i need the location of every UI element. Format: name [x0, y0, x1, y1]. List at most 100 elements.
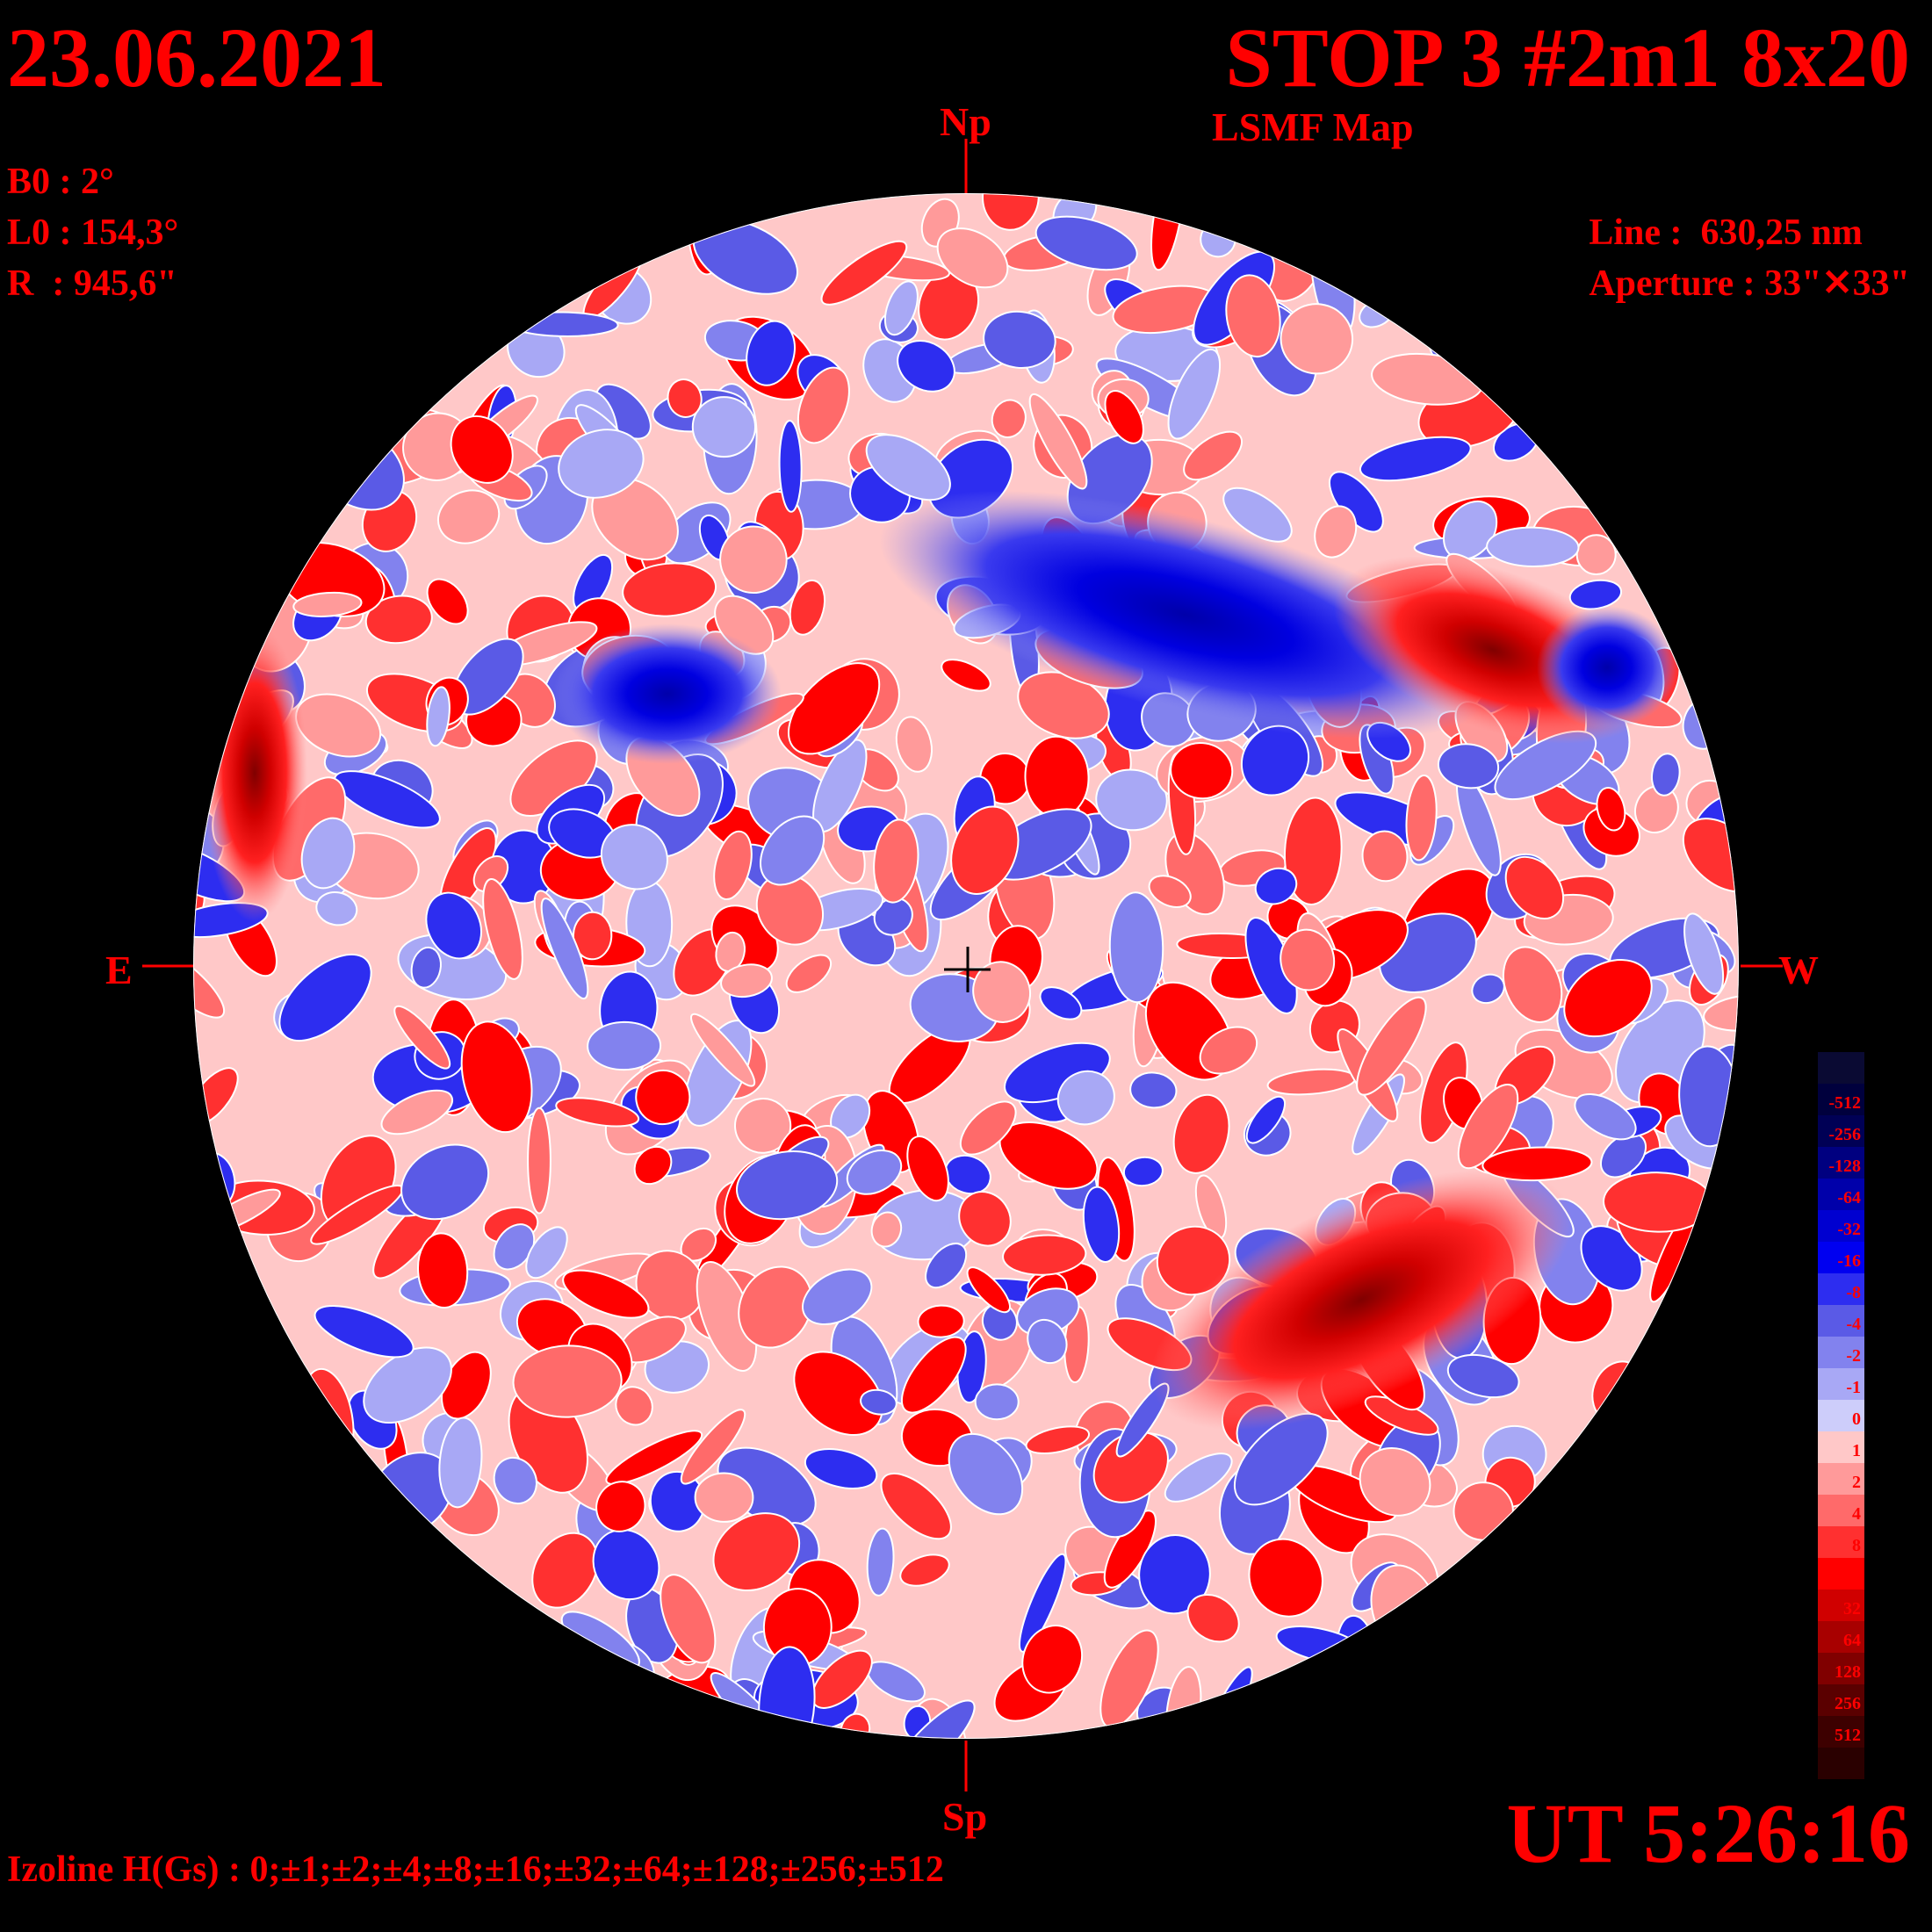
positive-field-patch — [1148, 875, 1192, 908]
positive-field-patch — [1575, 534, 1617, 575]
solar-parameters: B0 : 2° L0 : 154,3° R : 945,6" — [7, 156, 178, 309]
positive-field-patch — [906, 1135, 949, 1202]
positive-field-patch — [1603, 1171, 1714, 1233]
negative-field-patch — [1122, 1156, 1164, 1187]
b0-parameter: B0 : 2° — [7, 162, 114, 202]
colorbar-tick-label: 16 — [1843, 1568, 1861, 1587]
negative-field-patch — [587, 1020, 662, 1071]
ut-time-label: UT 5:26:16 — [1506, 1786, 1910, 1880]
negative-field-patch — [1245, 1095, 1287, 1144]
positive-field-patch — [873, 818, 919, 904]
negative-field-patch — [493, 1456, 537, 1505]
colorbar-swatch: 0 — [1818, 1400, 1864, 1431]
positive-field-patch — [950, 805, 1020, 895]
positive-field-patch — [193, 946, 226, 1019]
positive-field-patch — [393, 1005, 451, 1070]
negative-field-patch — [400, 1143, 490, 1221]
positive-field-patch — [615, 1386, 653, 1426]
negative-polarity-region — [1537, 606, 1677, 729]
negative-field-patch — [1138, 1534, 1211, 1615]
positive-field-patch — [690, 1013, 756, 1087]
positive-field-patch — [1682, 818, 1739, 893]
negative-field-patch — [760, 815, 825, 886]
negative-field-patch — [1574, 1092, 1637, 1141]
colorbar-tick-label: 1 — [1852, 1441, 1861, 1460]
negative-polarity-band — [879, 490, 1492, 739]
positive-field-patch — [958, 1191, 1012, 1247]
positive-field-patch — [1170, 742, 1234, 800]
positive-field-patch — [787, 662, 881, 755]
negative-field-patch — [883, 280, 919, 336]
colorbar-swatch: -512 — [1818, 1084, 1864, 1115]
positive-field-patch — [1225, 274, 1281, 358]
colorbar-swatch: -32 — [1818, 1210, 1864, 1242]
colorbar-swatch: -1 — [1818, 1368, 1864, 1400]
positive-field-patch — [531, 1532, 599, 1609]
negative-field-patch — [525, 1226, 568, 1280]
colorbar-swatch: -16 — [1818, 1242, 1864, 1273]
negative-field-patch — [300, 817, 356, 890]
colorbar-tick-label: 32 — [1843, 1599, 1861, 1618]
l0-parameter: L0 : 154,3° — [7, 213, 179, 253]
positive-field-patch — [981, 193, 1040, 231]
negative-field-patch — [315, 891, 358, 926]
negative-field-patch — [1683, 912, 1725, 995]
negative-field-patch — [1034, 215, 1138, 271]
south-pole-label: Sp — [942, 1794, 988, 1839]
positive-field-patch — [1502, 946, 1563, 1023]
positive-field-patch — [660, 1574, 717, 1664]
colorbar-swatch: 2 — [1818, 1463, 1864, 1495]
colorbar-swatch: -128 — [1818, 1147, 1864, 1179]
colorbar-swatch: 64 — [1818, 1621, 1864, 1653]
positive-field-patch — [1457, 1083, 1519, 1170]
positive-field-patch — [1703, 994, 1739, 1032]
colorbar-swatch: -64 — [1818, 1179, 1864, 1210]
colorbar-swatch — [1818, 1748, 1864, 1779]
positive-field-patch — [380, 1089, 454, 1135]
colorbar-swatch: -256 — [1818, 1115, 1864, 1147]
colorbar-swatch: 16 — [1818, 1558, 1864, 1590]
positive-field-patch — [1104, 390, 1144, 444]
positive-field-patch — [972, 961, 1031, 1023]
positive-field-patch — [555, 1097, 640, 1128]
negative-field-patch — [1233, 1412, 1329, 1506]
positive-field-patch — [512, 1344, 623, 1418]
positive-field-patch — [870, 1211, 903, 1248]
negative-field-patch — [425, 891, 482, 960]
positive-field-patch — [941, 659, 991, 692]
colorbar-legend: -512 -256 -128 -64 -32 -16 -8 -4 -2 -1 0 1 2 4 8 16 32 64… — [1818, 1052, 1864, 1779]
positive-field-patch — [1596, 787, 1626, 832]
positive-field-patch — [1183, 430, 1243, 481]
negative-field-patch — [1486, 526, 1580, 568]
negative-field-patch — [540, 898, 589, 1000]
colorbar-tick-label: -128 — [1828, 1157, 1861, 1176]
negative-field-patch — [866, 1527, 895, 1597]
negative-field-patch — [438, 1417, 483, 1509]
colorbar-tick-label: -256 — [1828, 1125, 1861, 1144]
negative-field-patch — [897, 340, 955, 393]
negative-field-patch — [1446, 1353, 1520, 1399]
colorbar-tick-label: -512 — [1828, 1093, 1861, 1113]
date-label: 23.06.2021 — [7, 11, 386, 105]
positive-field-patch — [572, 911, 613, 961]
negative-field-patch — [925, 1243, 968, 1289]
positive-field-patch — [622, 562, 717, 617]
positive-field-patch — [1405, 775, 1438, 861]
positive-field-patch — [1025, 1425, 1091, 1455]
negative-field-patch — [974, 1383, 1020, 1421]
positive-field-patch — [789, 579, 826, 636]
instrument-info: Line : 630,25 nm Aperture : 33"✕33" — [1589, 207, 1910, 309]
colorbar-tick-label: 0 — [1852, 1409, 1861, 1429]
colorbar-tick-label: 128 — [1835, 1662, 1861, 1682]
positive-field-patch — [820, 240, 908, 306]
colorbar-tick-label: 64 — [1843, 1631, 1861, 1650]
aperture-label: Aperture : 33"✕33" — [1589, 263, 1910, 304]
colorbar-tick-label: 4 — [1852, 1504, 1861, 1524]
positive-field-patch — [1172, 1093, 1230, 1174]
negative-field-patch — [1108, 891, 1164, 1004]
izoline-legend: Izoline H(Gs) : 0;±1;±2;±4;±8;±16;±32;±6… — [7, 1849, 944, 1890]
radius-parameter: R : 945,6" — [7, 263, 177, 304]
colorbar-swatch — [1818, 1052, 1864, 1084]
positive-field-patch — [562, 1269, 650, 1319]
negative-field-patch — [804, 1448, 878, 1489]
